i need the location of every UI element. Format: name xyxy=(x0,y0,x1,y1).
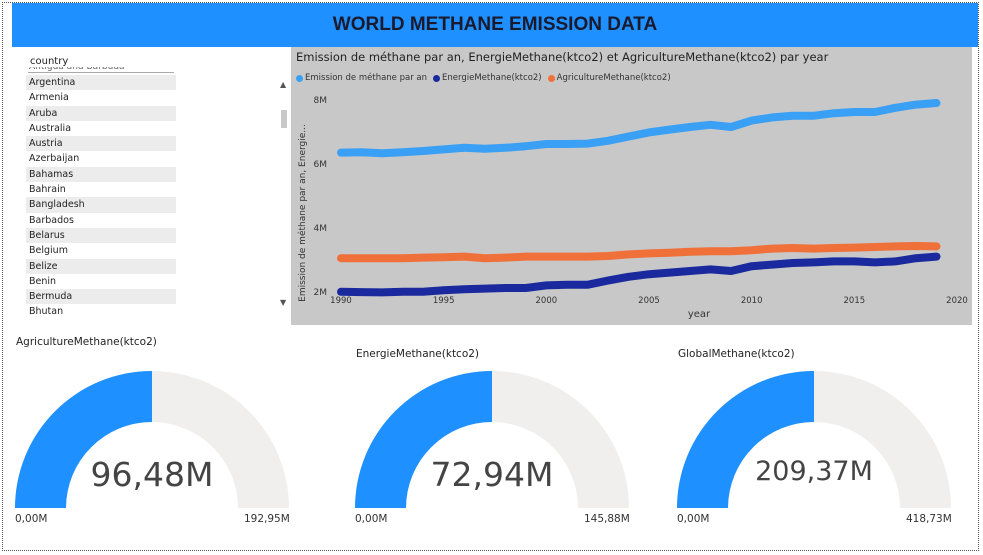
legend-dot xyxy=(433,74,441,82)
gauge-min-label: 0,00M xyxy=(15,513,48,525)
y-axis-label: Emission de méthane par an, Energie... xyxy=(297,124,308,302)
slicer-item[interactable]: Belize xyxy=(26,258,176,274)
y-tick-label: 2M xyxy=(314,288,328,298)
gauge-min-label: 0,00M xyxy=(677,513,710,525)
slicer-item[interactable]: Barbados xyxy=(29,214,74,226)
x-tick-label: 1995 xyxy=(433,296,455,306)
gauge-value: 96,48M xyxy=(90,455,214,495)
slicer-item[interactable]: Argentina xyxy=(26,75,176,91)
series-line xyxy=(337,99,941,158)
gauge-max-label: 145,88M xyxy=(584,513,630,525)
title-banner: WORLD METHANE EMISSION DATA xyxy=(12,3,978,47)
x-tick-label: 2020 xyxy=(946,296,968,306)
chart-title: Emission de méthane par an, EnergieMetha… xyxy=(296,50,829,64)
legend-label: AgricultureMethane(ktco2) xyxy=(556,73,671,83)
y-tick-label: 6M xyxy=(314,160,328,170)
x-tick-label: 2005 xyxy=(638,296,660,306)
x-tick-label: 2010 xyxy=(741,296,763,306)
page-title: WORLD METHANE EMISSION DATA xyxy=(332,14,658,35)
gauge-fill xyxy=(15,371,152,508)
slicer-item[interactable]: Bangladesh xyxy=(26,197,176,213)
slicer-item[interactable]: Belgium xyxy=(29,245,68,257)
series-line xyxy=(337,242,941,263)
y-tick-label: 4M xyxy=(314,224,328,234)
legend-dot xyxy=(296,74,303,82)
chevron-up-icon[interactable]: ▲ xyxy=(280,80,287,89)
slicer-item[interactable]: Aruba xyxy=(26,105,176,121)
scroll-thumb[interactable] xyxy=(281,110,287,128)
slicer-item[interactable]: Antigua and Barbuda xyxy=(29,67,125,72)
slicer-item[interactable]: Azerbaijan xyxy=(29,153,80,165)
gauge-title: EnergieMethane(ktco2) xyxy=(356,348,480,360)
gauge-value: 72,94M xyxy=(430,455,554,495)
slicer-item[interactable]: Belarus xyxy=(26,227,176,244)
slicer-header: country xyxy=(28,55,174,73)
gauge-fill xyxy=(677,371,814,508)
chart-legend: Emission de méthane par an EnergieMethan… xyxy=(296,73,671,83)
slicer-scrollbar[interactable]: ▲ ▼ xyxy=(280,80,288,308)
gauge-title: GlobalMethane(ktco2) xyxy=(678,348,795,360)
slicer-item[interactable]: Bahrain xyxy=(29,184,66,196)
gauge-title: AgricultureMethane(ktco2) xyxy=(16,336,157,348)
gauge-max-label: 418,73M xyxy=(906,513,952,525)
x-tick-label: 2000 xyxy=(536,296,558,306)
legend-label: EnergieMethane(ktco2) xyxy=(442,73,542,83)
slicer-list[interactable]: Antigua and Barbuda Argentina Armenia Ar… xyxy=(26,67,176,320)
slicer-item[interactable]: Armenia xyxy=(29,92,69,104)
gauge-value: 209,37M xyxy=(755,455,873,487)
slicer-item[interactable]: Australia xyxy=(29,122,72,134)
y-tick-label: 8M xyxy=(314,96,328,106)
x-axis-label: year xyxy=(688,309,711,320)
slicer-item[interactable]: Bahamas xyxy=(26,166,176,183)
legend-item[interactable]: Emission de méthane par an xyxy=(296,73,427,83)
line-chart-panel[interactable]: Emission de méthane par an, EnergieMetha… xyxy=(291,47,972,325)
gauge-max-label: 192,95M xyxy=(244,513,290,525)
legend-label: Emission de méthane par an xyxy=(305,73,428,83)
gauge-min-label: 0,00M xyxy=(355,513,388,525)
slicer-item[interactable]: Benin xyxy=(29,275,57,287)
line-chart-svg: 2M 4M 6M 8M 1990 1995 2000 2005 2010 2015 2020 year… xyxy=(297,96,968,320)
slicer-item[interactable]: Austria xyxy=(26,136,176,152)
slicer-item[interactable]: Bermuda xyxy=(26,289,176,305)
gauge-fill xyxy=(355,371,492,508)
legend-item[interactable]: AgricultureMethane(ktco2) xyxy=(547,73,671,83)
series-line xyxy=(337,252,941,297)
chevron-down-icon[interactable]: ▼ xyxy=(280,298,287,307)
slicer-item[interactable]: Bhutan xyxy=(29,306,64,318)
legend-dot xyxy=(547,74,555,82)
country-slicer[interactable]: country Antigua and Barbuda Argentina Ar… xyxy=(16,50,288,322)
x-tick-label: 2015 xyxy=(844,296,866,306)
legend-item[interactable]: EnergieMethane(ktco2) xyxy=(433,73,542,83)
x-tick-label: 1990 xyxy=(330,296,352,306)
